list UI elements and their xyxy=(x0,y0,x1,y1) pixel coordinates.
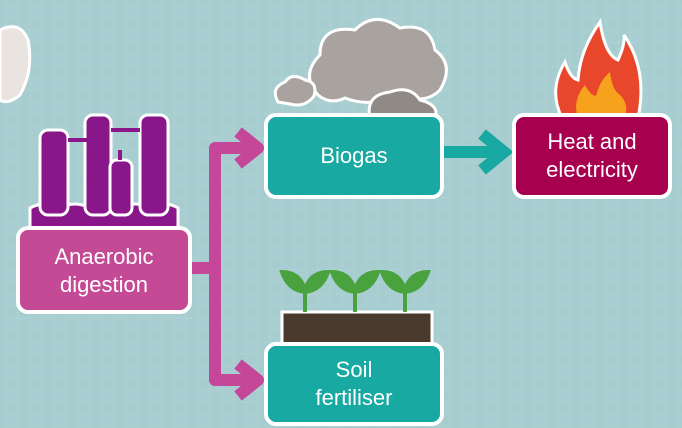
node-label: digestion xyxy=(60,272,148,297)
node-box xyxy=(512,113,672,199)
cloud-icon xyxy=(273,18,448,120)
digester-icon xyxy=(28,113,180,232)
node-box xyxy=(264,113,444,199)
flame-icon xyxy=(554,18,643,120)
node-label: fertiliser xyxy=(315,385,392,410)
connector-arrows xyxy=(190,127,264,401)
node-box xyxy=(264,342,444,426)
node-box xyxy=(16,226,192,314)
node-label: Anaerobic xyxy=(54,244,153,269)
node-label: Heat and xyxy=(547,129,636,154)
node-label: Soil xyxy=(336,357,373,382)
plants-icon xyxy=(279,269,434,346)
teal-arrow xyxy=(440,129,514,175)
decor-blob xyxy=(0,25,32,104)
node-label: Biogas xyxy=(320,143,387,168)
node-label: electricity xyxy=(546,157,638,182)
